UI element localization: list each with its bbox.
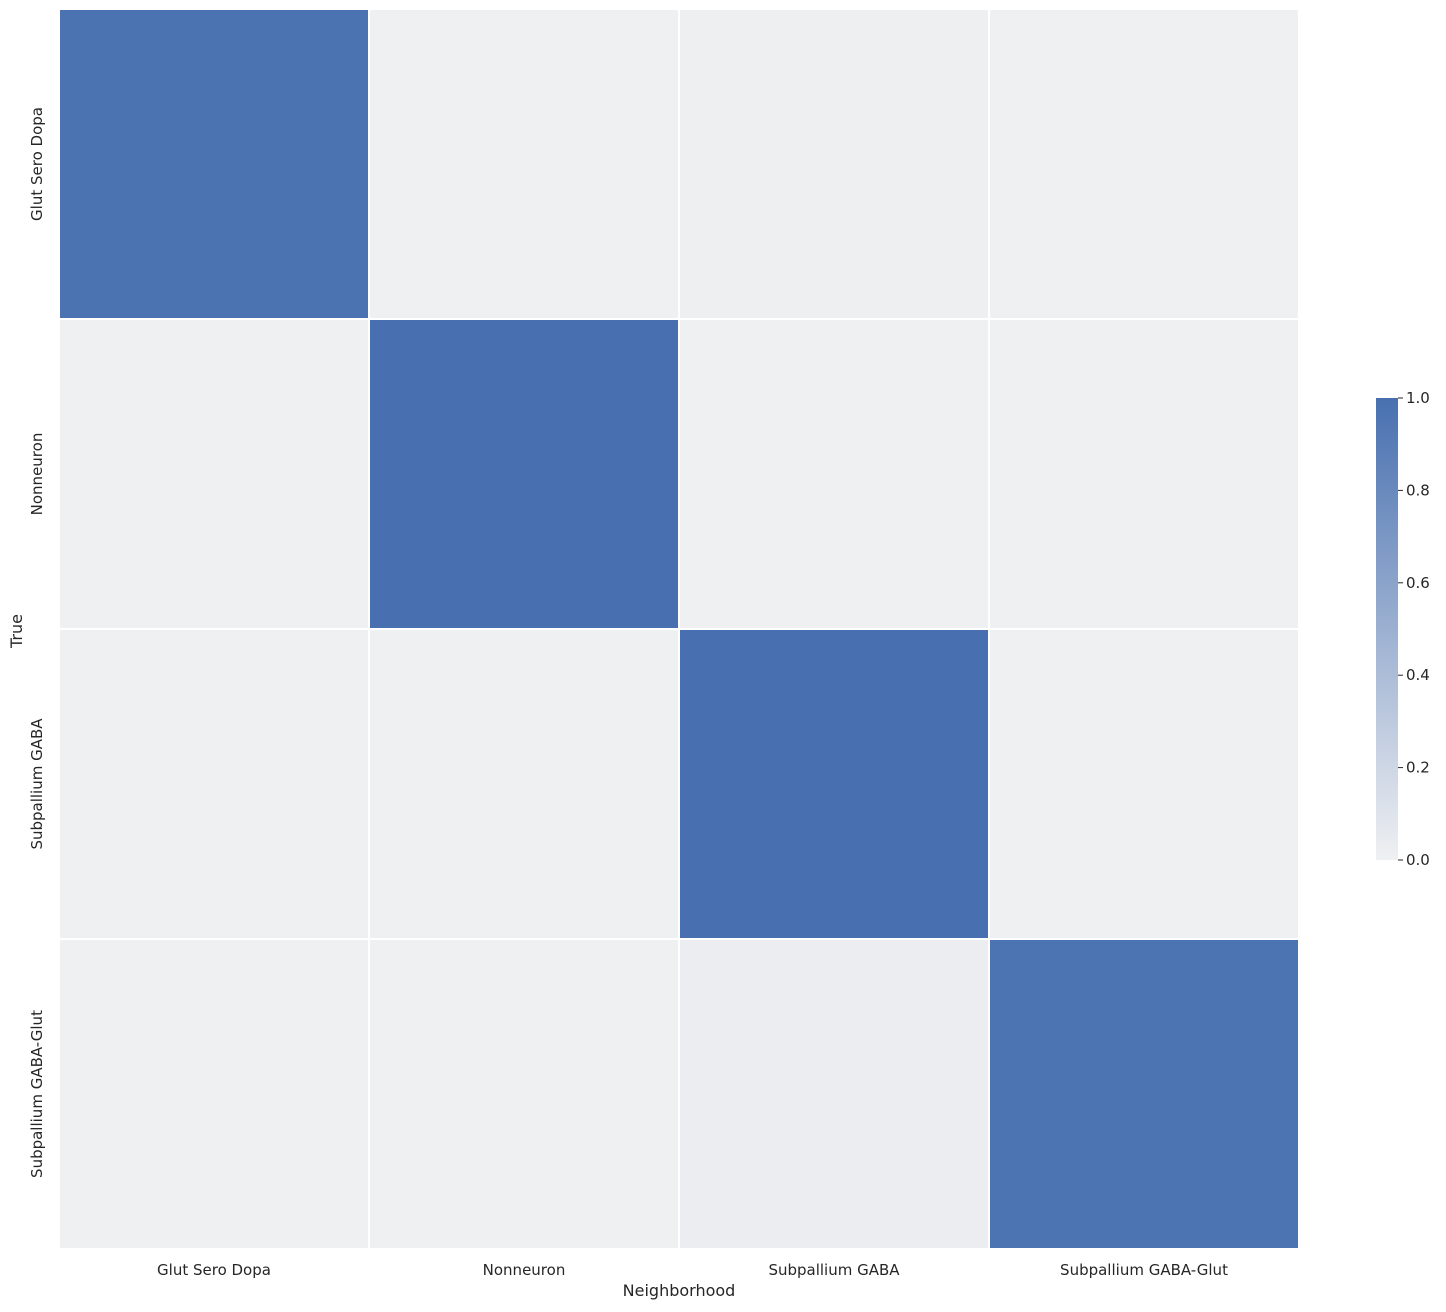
y-axis-label: True bbox=[7, 614, 26, 649]
x-axis-label: Neighborhood bbox=[623, 1281, 736, 1300]
x-tick-label: Subpallium GABA-Glut bbox=[1060, 1261, 1228, 1279]
heatmap-cell bbox=[678, 318, 990, 630]
colorbar-tick-label: 0.6 bbox=[1406, 574, 1430, 592]
colorbar-tick-label: 0.0 bbox=[1406, 851, 1430, 869]
heatmap-cell bbox=[58, 628, 370, 940]
heatmap-cell bbox=[58, 938, 370, 1250]
heatmap-cell bbox=[58, 8, 370, 320]
colorbar bbox=[1376, 398, 1398, 860]
heatmap-cells bbox=[58, 8, 1300, 1250]
colorbar-tick-label: 0.2 bbox=[1406, 759, 1430, 777]
heatmap-cell bbox=[368, 938, 680, 1250]
heatmap-cell bbox=[678, 938, 990, 1250]
x-tick-label: Glut Sero Dopa bbox=[157, 1261, 271, 1279]
y-tick-label: Glut Sero Dopa bbox=[28, 107, 46, 221]
colorbar-tick-label: 1.0 bbox=[1406, 389, 1430, 407]
colorbar-tick-label: 0.4 bbox=[1406, 666, 1430, 684]
y-tick-label: Nonneuron bbox=[28, 433, 46, 516]
x-tick-labels: Glut Sero Dopa Nonneuron Subpallium GABA Su… bbox=[157, 1261, 1228, 1279]
heatmap-cell bbox=[988, 628, 1300, 940]
heatmap-cell bbox=[368, 628, 680, 940]
colorbar-ticks: 0.0 0.2 0.4 0.6 0.8 1.0 bbox=[1398, 389, 1430, 869]
y-tick-label: Subpallium GABA bbox=[28, 718, 46, 850]
heatmap-cell bbox=[678, 628, 990, 940]
x-tick-label: Nonneuron bbox=[483, 1261, 566, 1279]
heatmap-cell bbox=[988, 318, 1300, 630]
heatmap-cell bbox=[988, 938, 1300, 1250]
heatmap-cell bbox=[58, 318, 370, 630]
heatmap-cell bbox=[988, 8, 1300, 320]
x-tick-label: Subpallium GABA bbox=[768, 1261, 900, 1279]
heatmap-cell bbox=[368, 8, 680, 320]
y-tick-label: Subpallium GABA-Glut bbox=[28, 1010, 46, 1178]
heatmap-cell bbox=[678, 8, 990, 320]
heatmap-cell bbox=[368, 318, 680, 630]
colorbar-tick-label: 0.8 bbox=[1406, 481, 1430, 499]
y-tick-labels: Glut Sero Dopa Nonneuron Subpallium GABA Su… bbox=[28, 107, 46, 1178]
